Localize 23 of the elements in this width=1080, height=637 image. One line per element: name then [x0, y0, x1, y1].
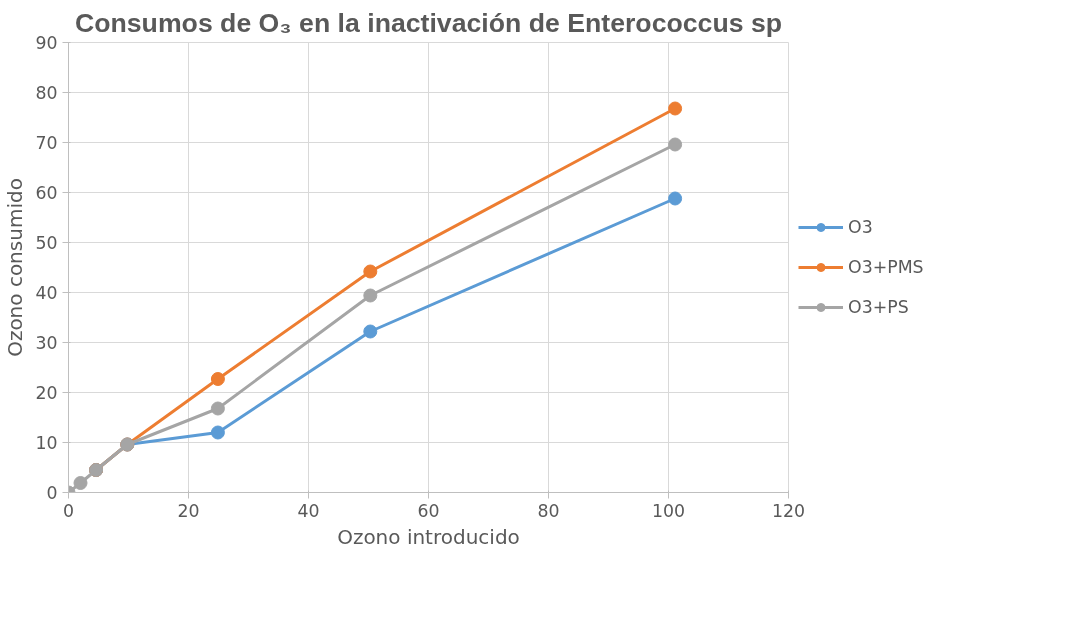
y-tick-label: 10 — [35, 433, 58, 453]
y-tick-label: 80 — [35, 83, 58, 103]
x-tick-label: 80 — [537, 500, 560, 521]
x-tick-label: 20 — [177, 500, 200, 521]
x-tick-label: 0 — [62, 500, 75, 521]
y-axis-title: Ozono consumido — [3, 178, 28, 357]
y-tick-label: 50 — [35, 233, 58, 253]
x-tick-label: 100 — [651, 500, 686, 521]
legend-label: O3 — [848, 217, 873, 237]
chart-title: Consumos de O₃ en la inactivación de Enterococcus sp — [74, 7, 783, 38]
x-tick-label: 60 — [417, 500, 440, 521]
y-tick-label: 0 — [46, 483, 58, 503]
x-tick-label: 120 — [771, 500, 806, 521]
legend-label: O3+PMS — [848, 257, 924, 277]
x-tick-label: 40 — [297, 500, 320, 521]
y-tick-label: 90 — [35, 33, 58, 53]
legend-label: O3+PS — [848, 297, 909, 317]
y-tick-label: 30 — [35, 333, 58, 353]
x-axis-title: Ozono introducido — [337, 524, 520, 549]
y-tick-label: 60 — [35, 183, 58, 203]
y-tick-label: 70 — [35, 133, 58, 153]
y-tick-label: 40 — [35, 283, 58, 303]
y-tick-label: 20 — [35, 383, 58, 403]
